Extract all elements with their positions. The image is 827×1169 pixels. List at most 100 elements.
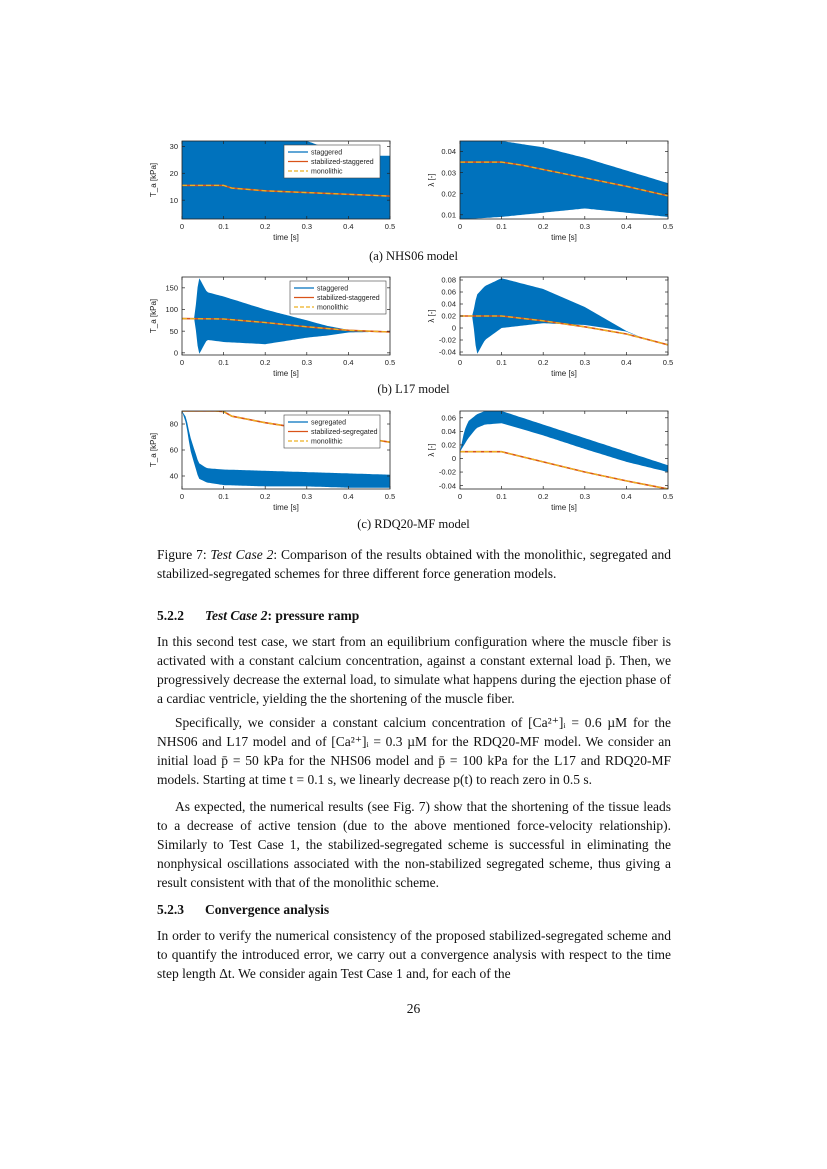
y-tick-label: 0.02 xyxy=(441,441,456,450)
x-tick-label: 0.4 xyxy=(343,492,353,501)
oscillation-band xyxy=(460,278,668,354)
y-tick-label: 40 xyxy=(170,472,178,481)
oscillation-band xyxy=(182,411,390,488)
chart-rdq-lambda: 0 0.1 0.2 0.3 0.4 0.5 -0.04 -0.02 0 0.02 0.04 0.06 t… xyxy=(418,408,678,518)
y-tick-label: 10 xyxy=(170,196,178,205)
legend-label: monolithic xyxy=(311,169,343,176)
x-tick-label: 0.2 xyxy=(260,492,270,501)
x-tick-label: 0.2 xyxy=(538,358,548,367)
section-number: 5.2.3 xyxy=(157,902,184,917)
x-tick-label: 0.1 xyxy=(218,492,228,501)
chart-l17-lambda-svg: 0 0.1 0.2 0.3 0.4 0.5 -0.04 -0.02 0 0.02 0.04 0.06 0… xyxy=(427,276,673,378)
legend-label: staggered xyxy=(317,286,348,293)
x-tick-label: 0.4 xyxy=(343,358,353,367)
legend: staggered stabilized-staggered monolithic xyxy=(289,280,387,315)
plot-area xyxy=(460,411,668,489)
y-tick-label: 0 xyxy=(452,324,456,333)
x-tick-label: 0.2 xyxy=(538,492,548,501)
y-tick-label: 150 xyxy=(165,284,178,293)
paragraph-convergence: In order to verify the numerical consist… xyxy=(157,928,671,981)
y-axis-label: λ [-] xyxy=(427,443,436,456)
x-tick-label: 0 xyxy=(458,358,462,367)
paragraph-specifics: Specifically, we consider a constant cal… xyxy=(157,715,671,787)
x-tick-label: 0.1 xyxy=(218,358,228,367)
legend-label: stabilized-staggered xyxy=(311,159,374,166)
page-number: 26 xyxy=(406,1001,421,1016)
y-tick-label: 20 xyxy=(170,169,178,178)
x-axis-label: time [s] xyxy=(273,233,299,242)
x-tick-label: 0.5 xyxy=(385,222,395,231)
paragraph-results: As expected, the numerical results (see … xyxy=(157,799,671,890)
x-tick-label: 0.1 xyxy=(496,222,506,231)
x-tick-label: 0.4 xyxy=(621,358,631,367)
y-axis-label: T_a [kPa] xyxy=(149,299,158,333)
series-monolithic xyxy=(460,451,668,489)
chart-l17-ta-svg: 0 0.1 0.2 0.3 0.4 0.5 0 50 100 150 time [s] T_a [kP… xyxy=(149,276,395,378)
axes-box xyxy=(181,276,391,356)
x-axis-label: time [s] xyxy=(273,369,299,378)
series-monolithic xyxy=(460,161,668,197)
y-tick-label: 0 xyxy=(174,349,178,358)
y-tick-label: 80 xyxy=(170,420,178,429)
x-tick-label: 0.2 xyxy=(260,222,270,231)
chart-l17-lambda: 0 0.1 0.2 0.3 0.4 0.5 -0.04 -0.02 0 0.02 0.04 0.06 0… xyxy=(418,274,678,384)
x-tick-label: 0.3 xyxy=(302,492,312,501)
figure-caption: Figure 7: Test Case 2: Comparison of the… xyxy=(157,545,671,583)
y-tick-label: 100 xyxy=(165,305,178,314)
series-monolithic xyxy=(182,317,390,333)
subcaption-b: (b) L17 model xyxy=(377,382,450,396)
y-tick-label: 50 xyxy=(170,327,178,336)
section-title: Convergence analysis xyxy=(205,902,330,917)
x-tick-label: 0.1 xyxy=(496,358,506,367)
chart-l17-ta: 0 0.1 0.2 0.3 0.4 0.5 0 50 100 150 time [s] T_a [kP… xyxy=(140,274,400,384)
x-tick-label: 0.2 xyxy=(260,358,270,367)
section-title-italic: Test Case 2 xyxy=(205,608,268,623)
legend: staggered stabilized-staggered monolithic xyxy=(283,144,381,179)
y-axis-label: T_a [kPa] xyxy=(149,163,158,197)
x-tick-label: 0.5 xyxy=(385,492,395,501)
section-heading-pressure-ramp: 5.2.2 Test Case 2: pressure ramp xyxy=(157,608,671,624)
y-tick-label: 0.06 xyxy=(441,413,456,422)
x-tick-label: 0.3 xyxy=(302,358,312,367)
y-tick-label: -0.02 xyxy=(439,336,456,345)
y-tick-label: 0.04 xyxy=(441,300,456,309)
x-tick-label: 0.3 xyxy=(580,222,590,231)
x-tick-label: 0.4 xyxy=(343,222,353,231)
plot-area xyxy=(460,141,668,219)
section-number: 5.2.2 xyxy=(157,608,184,623)
x-tick-label: 0.3 xyxy=(302,222,312,231)
chart-nhs06-lambda-svg: 0 0.1 0.2 0.3 0.4 0.5 0.01 0.02 0.03 0.04 time [s]… xyxy=(427,140,673,242)
axes-box xyxy=(459,140,669,220)
y-tick-label: -0.04 xyxy=(439,348,456,357)
x-tick-label: 0.5 xyxy=(385,358,395,367)
legend-label: stabilized-segregated xyxy=(311,429,378,436)
chart-rdq-ta: 0 0.1 0.2 0.3 0.4 0.5 40 60 80 time [s] T_a [kPa] s… xyxy=(140,408,400,518)
caption-text: : Comparison of the results obtained wit… xyxy=(157,547,672,581)
series-monolithic xyxy=(460,315,668,346)
x-axis-label: time [s] xyxy=(273,503,299,512)
x-tick-label: 0.2 xyxy=(538,222,548,231)
y-tick-label: 0.04 xyxy=(441,427,456,436)
x-tick-label: 0.4 xyxy=(621,222,631,231)
chart-nhs06-lambda: 0 0.1 0.2 0.3 0.4 0.5 0.01 0.02 0.03 0.04 time [s]… xyxy=(418,138,678,248)
y-tick-label: -0.04 xyxy=(439,481,456,490)
x-tick-label: 0.5 xyxy=(663,492,673,501)
chart-rdq-lambda-svg: 0 0.1 0.2 0.3 0.4 0.5 -0.04 -0.02 0 0.02 0.04 0.06 t… xyxy=(427,410,673,512)
subcaption-c: (c) RDQ20-MF model xyxy=(357,517,470,531)
legend-label: segregated xyxy=(311,420,346,427)
y-axis-label: λ [-] xyxy=(427,173,436,186)
oscillation-band xyxy=(460,141,668,219)
y-tick-label: 0.01 xyxy=(441,210,456,219)
y-tick-label: 60 xyxy=(170,446,178,455)
axes-box xyxy=(181,140,391,220)
x-tick-label: 0.1 xyxy=(218,222,228,231)
y-tick-label: 30 xyxy=(170,142,178,151)
y-tick-label: 0 xyxy=(452,454,456,463)
x-tick-label: 0 xyxy=(180,222,184,231)
x-tick-label: 0.5 xyxy=(663,358,673,367)
x-axis-label: time [s] xyxy=(551,233,577,242)
x-tick-label: 0 xyxy=(180,492,184,501)
x-tick-label: 0.1 xyxy=(496,492,506,501)
y-tick-label: 0.04 xyxy=(441,147,456,156)
plot-area xyxy=(460,278,668,354)
